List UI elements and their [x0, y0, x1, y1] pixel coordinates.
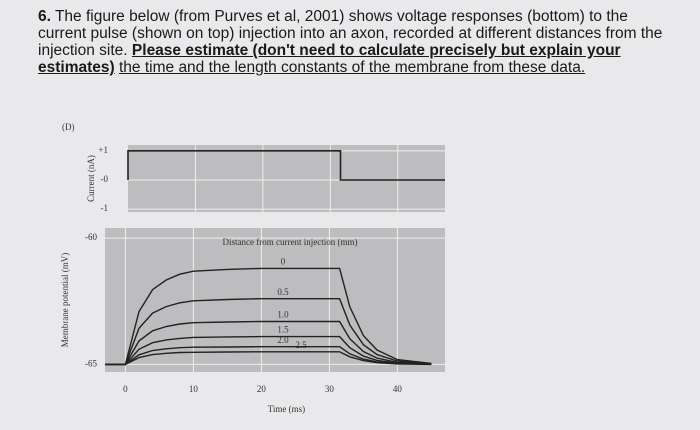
y-axis-label: Membrane potential (mV) [60, 253, 70, 347]
plot-background [105, 228, 445, 372]
curve-label: 2.5 [295, 340, 307, 350]
y-tick-label: +1 [98, 145, 108, 155]
y-tick-label: -0 [101, 174, 109, 184]
curve-label: 0 [281, 256, 286, 266]
instruction-bold: Please estimate (don't need to calculate… [38, 42, 621, 76]
curve-label: 0.5 [277, 287, 289, 297]
curve-label: 1.0 [277, 310, 289, 320]
curve-label: 2.0 [277, 335, 289, 345]
instruction-rest: the time and the length constants of the… [119, 59, 586, 76]
voltage-trace [105, 335, 432, 366]
x-tick-label: 10 [189, 384, 199, 394]
question: 6. The figure below (from Purves et al, … [38, 8, 666, 76]
x-axis-label: Time (ms) [268, 404, 305, 414]
voltage-trace [105, 267, 432, 366]
x-tick-label: 40 [393, 384, 403, 394]
voltage-trace [105, 351, 432, 366]
voltage-trace [105, 320, 432, 366]
question-text: The figure below (from Purves et al, 200… [38, 8, 663, 59]
x-tick-label: 0 [123, 384, 128, 394]
y-tick-label: -60 [85, 232, 97, 242]
voltage-trace [105, 298, 432, 366]
curve-label: 1.5 [277, 325, 289, 335]
question-number: 6. [38, 8, 51, 25]
plot-background [128, 145, 445, 212]
y-tick-label: -1 [101, 203, 109, 213]
current-trace [127, 150, 445, 181]
y-tick-label: -65 [85, 358, 97, 368]
x-tick-label: 30 [325, 384, 335, 394]
panel-label: (D) [62, 122, 75, 132]
x-tick-label: 20 [257, 384, 267, 394]
legend-title: Distance from current injection (mm) [223, 237, 358, 247]
voltage-trace [105, 346, 432, 366]
y-axis-label: Current (nA) [86, 155, 96, 202]
